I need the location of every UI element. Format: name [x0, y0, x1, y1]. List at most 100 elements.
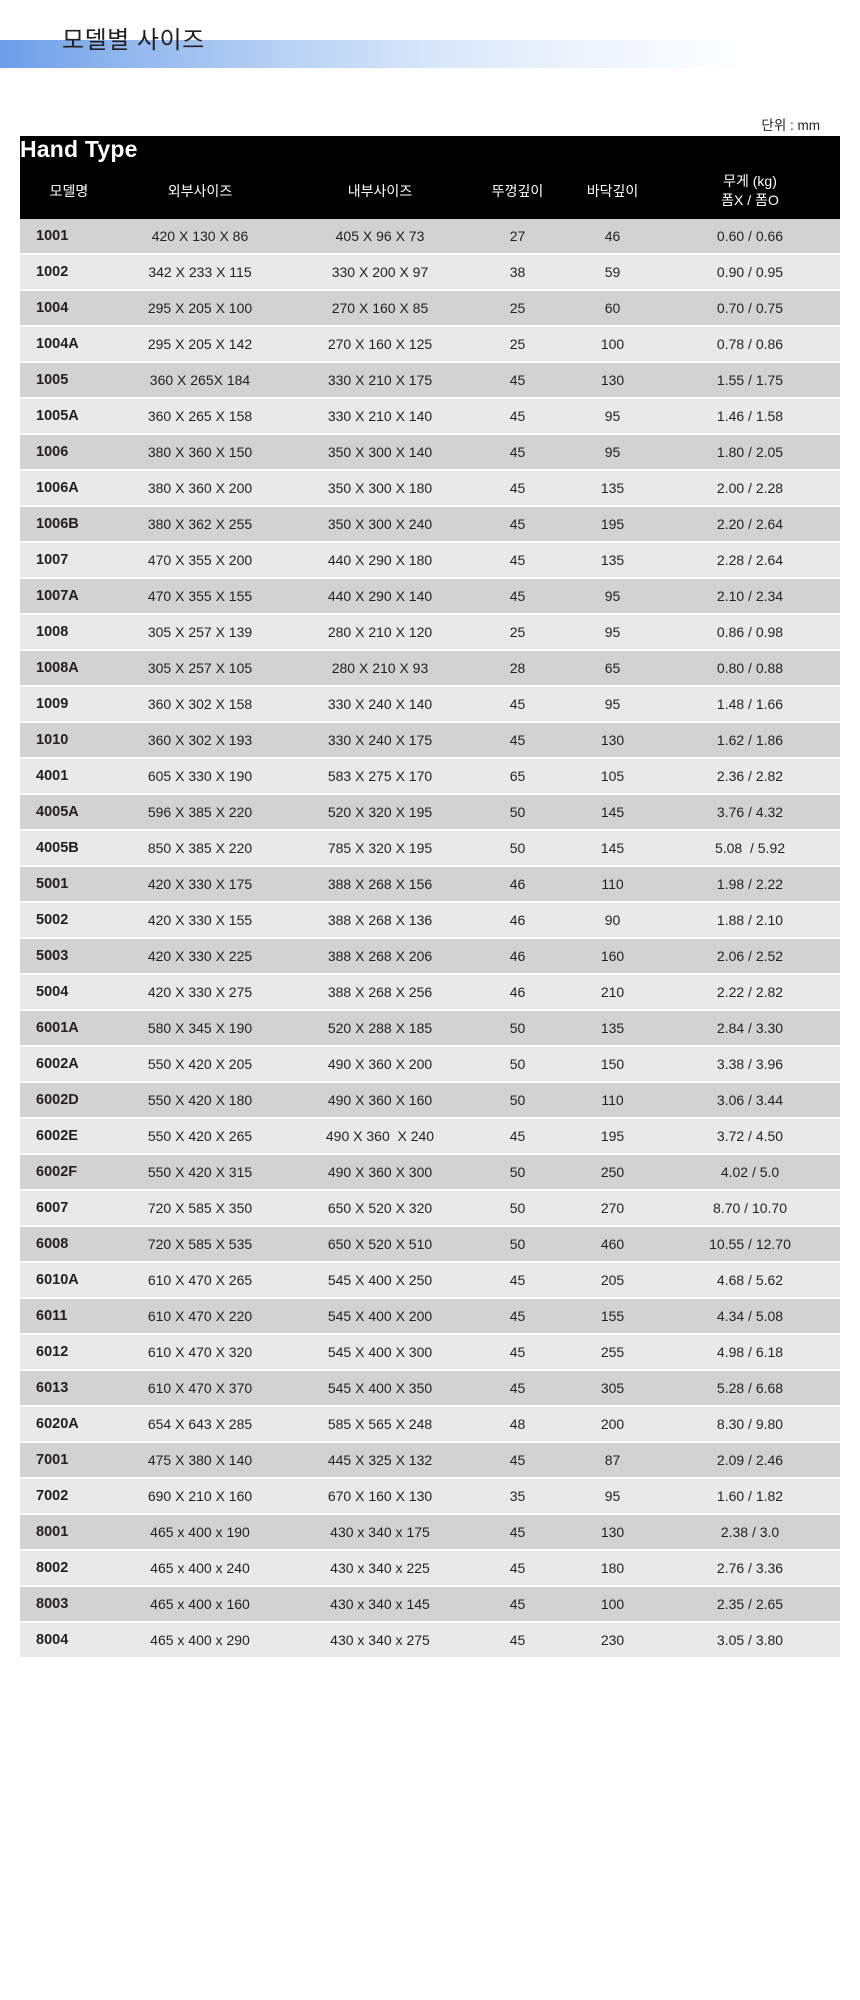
table-row: 1007A 470 X 355 X 155 440 X 290 X 140 45 95 2…	[20, 578, 841, 615]
cell-bottom-depth: 95	[565, 614, 660, 651]
table-row: 6002F 550 X 420 X 315 490 X 360 X 300 50 250…	[20, 1154, 841, 1191]
cell-bottom-depth: 60	[565, 290, 660, 327]
cell-weight: 0.60 / 0.66	[660, 219, 841, 255]
cell-lid-depth: 50	[470, 830, 565, 867]
table-row: 5002 420 X 330 X 155 388 X 268 X 136 46 90 1.…	[20, 902, 841, 939]
cell-weight: 1.88 / 2.10	[660, 902, 841, 939]
cell-inner-size: 545 X 400 X 200	[290, 1298, 470, 1335]
table-row: 6002E 550 X 420 X 265 490 X 360 X 240 45 195…	[20, 1118, 841, 1155]
cell-weight: 4.34 / 5.08	[660, 1298, 841, 1335]
table-header-row: 모델명 외부사이즈 내부사이즈 뚜껑깊이 바닥깊이 무게 (kg) 폼X / 폼…	[20, 163, 841, 219]
cell-lid-depth: 25	[470, 614, 565, 651]
cell-weight: 0.80 / 0.88	[660, 650, 841, 687]
cell-outer-size: 420 X 130 X 86	[110, 219, 290, 255]
cell-inner-size: 490 X 360 X 300	[290, 1154, 470, 1191]
cell-weight: 2.06 / 2.52	[660, 938, 841, 975]
cell-lid-depth: 45	[470, 398, 565, 435]
cell-outer-size: 305 X 257 X 139	[110, 614, 290, 651]
cell-inner-size: 545 X 400 X 350	[290, 1370, 470, 1407]
table-row: 1004A 295 X 205 X 142 270 X 160 X 125 25 100…	[20, 326, 841, 363]
cell-outer-size: 380 X 360 X 150	[110, 434, 290, 471]
cell-outer-size: 295 X 205 X 100	[110, 290, 290, 327]
cell-model-name: 6020A	[20, 1406, 110, 1443]
table-row: 8002 465 x 400 x 240 430 x 340 x 225 45 180 2…	[20, 1550, 841, 1587]
spec-table-container: Hand Type 모델명 외부사이즈 내부사이즈 뚜껑깊이 바닥깊이 무게 (…	[20, 136, 841, 1659]
cell-bottom-depth: 200	[565, 1406, 660, 1443]
cell-model-name: 8001	[20, 1514, 110, 1551]
cell-inner-size: 388 X 268 X 256	[290, 974, 470, 1011]
cell-bottom-depth: 195	[565, 506, 660, 543]
cell-inner-size: 405 X 96 X 73	[290, 219, 470, 255]
table-row: 6020A 654 X 643 X 285 585 X 565 X 248 48 200…	[20, 1406, 841, 1443]
cell-lid-depth: 45	[470, 1262, 565, 1299]
cell-model-name: 8003	[20, 1586, 110, 1623]
cell-bottom-depth: 100	[565, 1586, 660, 1623]
cell-bottom-depth: 195	[565, 1118, 660, 1155]
cell-outer-size: 420 X 330 X 275	[110, 974, 290, 1011]
table-row: 5001 420 X 330 X 175 388 X 268 X 156 46 110 1…	[20, 866, 841, 903]
cell-bottom-depth: 150	[565, 1046, 660, 1083]
table-row: 5003 420 X 330 X 225 388 X 268 X 206 46 160 2…	[20, 938, 841, 975]
cell-outer-size: 720 X 585 X 535	[110, 1226, 290, 1263]
table-row: 1005 360 X 265X 184 330 X 210 X 175 45 130 1.…	[20, 362, 841, 399]
table-row: 8004 465 x 400 x 290 430 x 340 x 275 45 230 3…	[20, 1622, 841, 1659]
cell-inner-size: 330 X 200 X 97	[290, 254, 470, 291]
table-row: 6008 720 X 585 X 535 650 X 520 X 510 50 460 1…	[20, 1226, 841, 1263]
cell-model-name: 1005	[20, 362, 110, 399]
cell-inner-size: 445 X 325 X 132	[290, 1442, 470, 1479]
cell-weight: 2.28 / 2.64	[660, 542, 841, 579]
cell-bottom-depth: 87	[565, 1442, 660, 1479]
cell-outer-size: 475 X 380 X 140	[110, 1442, 290, 1479]
cell-model-name: 5003	[20, 938, 110, 975]
cell-model-name: 5002	[20, 902, 110, 939]
column-header-outer-size: 외부사이즈	[110, 163, 290, 219]
cell-weight: 2.35 / 2.65	[660, 1586, 841, 1623]
cell-bottom-depth: 155	[565, 1298, 660, 1335]
cell-weight: 3.06 / 3.44	[660, 1082, 841, 1119]
cell-outer-size: 360 X 265X 184	[110, 362, 290, 399]
cell-bottom-depth: 180	[565, 1550, 660, 1587]
table-row: 8003 465 x 400 x 160 430 x 340 x 145 45 100 2…	[20, 1586, 841, 1623]
cell-inner-size: 430 x 340 x 275	[290, 1622, 470, 1659]
cell-lid-depth: 65	[470, 758, 565, 795]
table-row: 1002 342 X 233 X 115 330 X 200 X 97 38 59 0.9…	[20, 254, 841, 291]
cell-outer-size: 610 X 470 X 320	[110, 1334, 290, 1371]
cell-lid-depth: 45	[470, 1334, 565, 1371]
cell-outer-size: 470 X 355 X 200	[110, 542, 290, 579]
cell-bottom-depth: 305	[565, 1370, 660, 1407]
cell-weight: 0.90 / 0.95	[660, 254, 841, 291]
cell-bottom-depth: 135	[565, 542, 660, 579]
cell-bottom-depth: 110	[565, 866, 660, 903]
cell-outer-size: 690 X 210 X 160	[110, 1478, 290, 1515]
cell-outer-size: 465 x 400 x 240	[110, 1550, 290, 1587]
cell-outer-size: 580 X 345 X 190	[110, 1010, 290, 1047]
cell-model-name: 1007A	[20, 578, 110, 615]
column-header-bottom-depth: 바닥깊이	[565, 163, 660, 219]
cell-bottom-depth: 110	[565, 1082, 660, 1119]
cell-model-name: 1008A	[20, 650, 110, 687]
cell-model-name: 1007	[20, 542, 110, 579]
table-row: 4005A 596 X 385 X 220 520 X 320 X 195 50 145…	[20, 794, 841, 831]
cell-lid-depth: 50	[470, 1082, 565, 1119]
cell-outer-size: 360 X 302 X 193	[110, 722, 290, 759]
cell-weight: 1.55 / 1.75	[660, 362, 841, 399]
cell-lid-depth: 46	[470, 866, 565, 903]
cell-weight: 8.70 / 10.70	[660, 1190, 841, 1227]
header-gradient-bar	[0, 40, 860, 68]
cell-inner-size: 490 X 360 X 240	[290, 1118, 470, 1155]
cell-outer-size: 360 X 265 X 158	[110, 398, 290, 435]
cell-inner-size: 490 X 360 X 200	[290, 1046, 470, 1083]
cell-outer-size: 342 X 233 X 115	[110, 254, 290, 291]
table-band-title: Hand Type	[20, 136, 841, 163]
cell-weight: 2.20 / 2.64	[660, 506, 841, 543]
cell-lid-depth: 45	[470, 1118, 565, 1155]
cell-inner-size: 270 X 160 X 125	[290, 326, 470, 363]
cell-inner-size: 490 X 360 X 160	[290, 1082, 470, 1119]
table-row: 1009 360 X 302 X 158 330 X 240 X 140 45 95 1.…	[20, 686, 841, 723]
cell-inner-size: 388 X 268 X 206	[290, 938, 470, 975]
table-row: 1005A 360 X 265 X 158 330 X 210 X 140 45 95 1…	[20, 398, 841, 435]
cell-inner-size: 280 X 210 X 93	[290, 650, 470, 687]
cell-lid-depth: 45	[470, 1586, 565, 1623]
cell-bottom-depth: 145	[565, 794, 660, 831]
table-row: 8001 465 x 400 x 190 430 x 340 x 175 45 130 2…	[20, 1514, 841, 1551]
